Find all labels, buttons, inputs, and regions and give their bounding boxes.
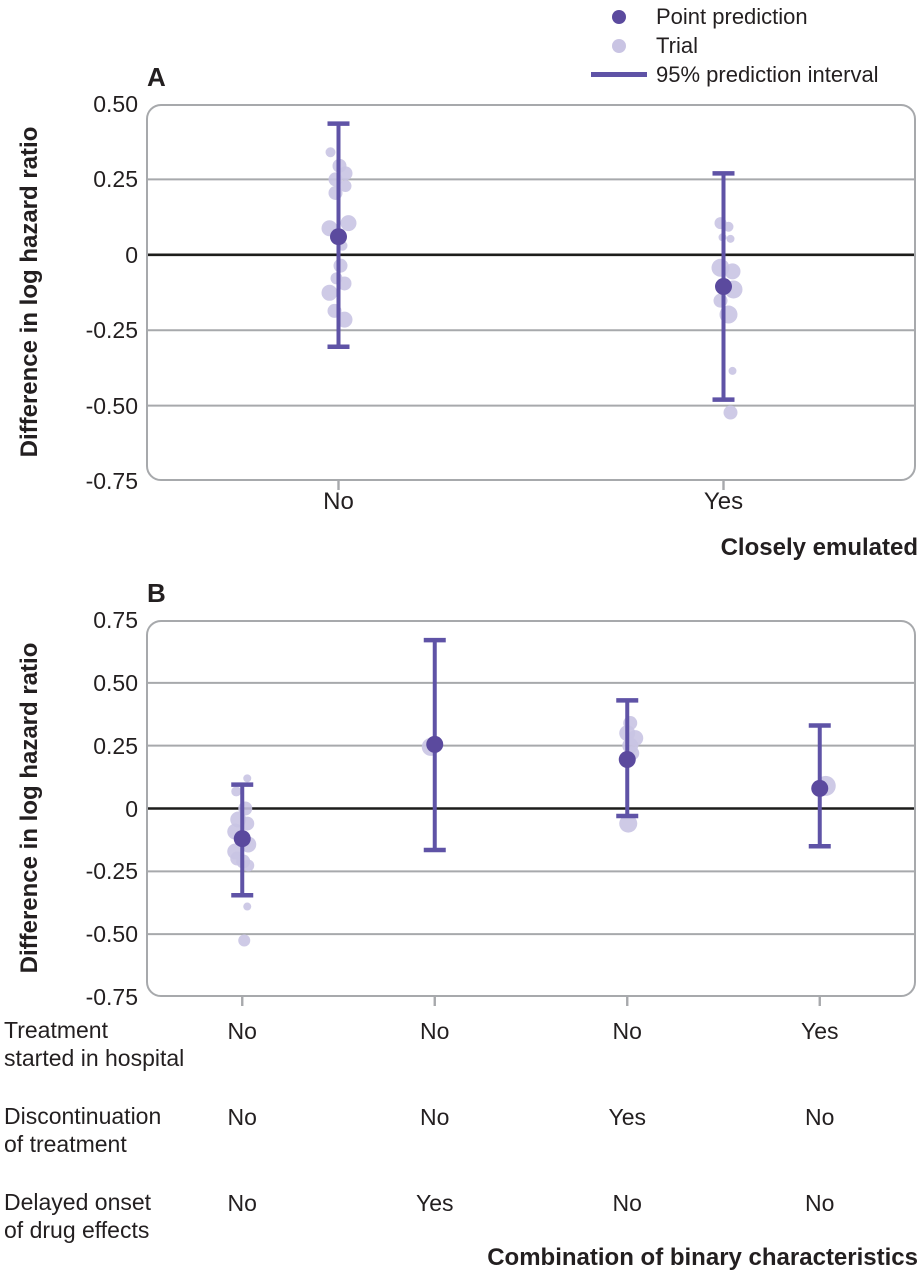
- trial-dot: [340, 215, 357, 232]
- y-tick-label: -0.75: [85, 984, 138, 1010]
- table-cell-value: No: [420, 1104, 450, 1130]
- y-tick-label: -0.50: [85, 392, 138, 419]
- trial-dot: [339, 180, 352, 193]
- legend-label: Point prediction: [656, 3, 808, 29]
- y-tick-label: -0.75: [85, 468, 138, 494]
- table-cell-value: No: [420, 1018, 450, 1044]
- table-row-label: Delayed onset of drug effects: [4, 1189, 152, 1243]
- trial-dot: [724, 263, 741, 280]
- y-tick-label: 0: [125, 241, 138, 268]
- trial-dot: [619, 814, 638, 833]
- y-tick-label: -0.25: [85, 317, 138, 344]
- y-tick-label: -0.50: [85, 921, 138, 948]
- trial-dot: [723, 221, 734, 232]
- point-prediction-dot: [811, 779, 829, 797]
- table-cell-value: Yes: [415, 1190, 454, 1216]
- trial-dot: [723, 405, 738, 420]
- panel-a-plot: [146, 104, 916, 490]
- y-tick-label: 0.50: [93, 91, 138, 117]
- legend-item-point-prediction: Point prediction: [591, 2, 879, 31]
- trial-dot: [728, 366, 737, 375]
- table-row-label: Discontinuation of treatment: [4, 1103, 162, 1157]
- trial-dot: [243, 902, 252, 911]
- table-cell-value: No: [227, 1104, 257, 1130]
- y-tick-label: 0.25: [93, 732, 138, 759]
- panel-a-y-axis-label: Difference in log hazard ratio: [16, 126, 43, 458]
- table-cell-value: No: [805, 1190, 835, 1216]
- trial-dot: [337, 276, 352, 291]
- panel-a-letter: A: [147, 62, 166, 92]
- point-prediction-dot: [426, 735, 444, 753]
- panel-b-x-axis-label: Combination of binary characteristics: [487, 1244, 918, 1271]
- plot-frame: [146, 620, 916, 997]
- table-cell-value: No: [227, 1018, 257, 1044]
- interval-line-icon: [591, 72, 647, 77]
- table-cell-value: Yes: [608, 1104, 647, 1130]
- table-row-label: Treatment started in hospital: [4, 1017, 185, 1071]
- legend-item-trial: Trial: [591, 31, 879, 60]
- panel-a-x-axis-label: Closely emulated: [720, 534, 918, 561]
- legend-item-prediction-interval: 95% prediction interval: [591, 60, 879, 89]
- y-tick-label: 0.50: [93, 669, 138, 696]
- category-label: No: [323, 488, 354, 515]
- table-cell-value: No: [612, 1190, 642, 1216]
- panel-b-plot: [146, 620, 916, 1006]
- y-tick-label: 0.75: [93, 607, 138, 633]
- trial-dot: [325, 147, 336, 158]
- table-cell-value: No: [612, 1018, 642, 1044]
- y-tick-label: 0: [125, 795, 138, 822]
- trial-dot: [231, 786, 242, 797]
- y-tick-label: 0.25: [93, 166, 138, 193]
- trial-dot: [243, 774, 252, 783]
- point-prediction-dot: [618, 750, 636, 768]
- trial-dot-icon: [591, 38, 647, 53]
- point-prediction-dot: [330, 228, 347, 246]
- y-tick-label: -0.25: [85, 858, 138, 885]
- plot-frame: [146, 104, 916, 481]
- table-cell-value: No: [805, 1104, 835, 1130]
- trial-dot: [726, 234, 735, 243]
- point-prediction-dot: [233, 830, 251, 848]
- legend: Point prediction Trial 95% prediction in…: [591, 2, 879, 89]
- point-prediction-dot-icon: [591, 9, 647, 24]
- panel-b-letter: B: [147, 578, 166, 608]
- legend-label: 95% prediction interval: [656, 61, 879, 87]
- legend-label: Trial: [656, 32, 698, 58]
- panel-b-y-axis-label: Difference in log hazard ratio: [16, 642, 43, 974]
- table-cell-value: Yes: [800, 1018, 839, 1044]
- table-cell-value: No: [227, 1190, 257, 1216]
- trial-dot: [242, 859, 255, 872]
- point-prediction-dot: [715, 277, 732, 295]
- trial-dot: [238, 934, 251, 947]
- trial-dot: [321, 284, 338, 301]
- category-label: Yes: [703, 488, 744, 515]
